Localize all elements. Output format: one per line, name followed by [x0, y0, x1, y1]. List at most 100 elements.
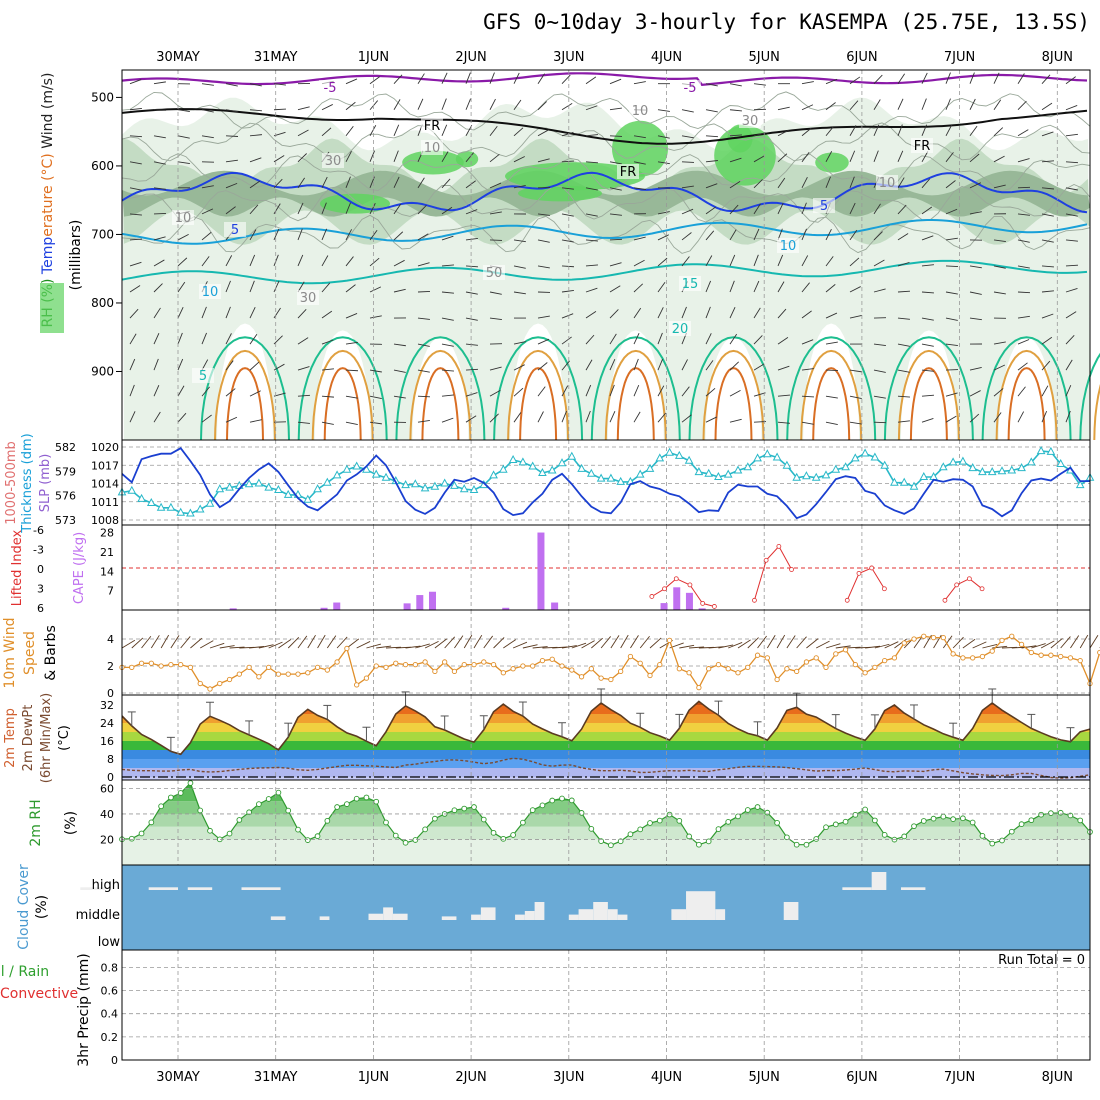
contour-label: 30 — [300, 291, 317, 306]
wind-barb — [609, 285, 621, 293]
wind-barb — [177, 332, 183, 345]
wind-barb — [921, 235, 934, 241]
wind-barb — [441, 317, 454, 321]
wind-barb — [849, 150, 856, 162]
contour-label: 10 — [879, 176, 896, 191]
wind-barb — [537, 315, 550, 319]
thickness-point — [430, 481, 440, 490]
wind-speed-point — [627, 653, 634, 660]
wind-barb — [633, 81, 646, 85]
wind-barb — [897, 177, 905, 189]
wind-barb — [129, 107, 142, 111]
rh-point — [490, 829, 497, 836]
wind-speed-point — [432, 668, 438, 675]
wind-tick-label: 4 — [107, 633, 114, 646]
wind-barb — [945, 180, 956, 189]
wind-speed-point — [1067, 655, 1074, 661]
wind-barb — [873, 288, 886, 293]
wind-speed-point — [539, 657, 546, 664]
wind-barb — [849, 257, 860, 267]
wind-barb — [561, 336, 572, 345]
lifted-index-point — [844, 597, 850, 603]
rh-point — [774, 820, 780, 826]
wind-barb — [1017, 411, 1025, 423]
rh-point — [744, 807, 751, 813]
wind-barb — [225, 83, 238, 87]
contour-label-bg — [199, 284, 221, 299]
rh-point — [901, 833, 908, 840]
wind-barb — [441, 235, 454, 241]
wind-speed-point — [373, 663, 379, 669]
wind-barb — [816, 640, 830, 649]
wind-barb — [376, 645, 392, 649]
wind-barb — [561, 410, 567, 423]
wind-barb — [1017, 315, 1030, 319]
wind-speed-point — [1038, 652, 1044, 658]
wind-barb — [585, 105, 598, 111]
surface-isotherm — [519, 367, 558, 441]
surface-isotherm — [995, 349, 1058, 441]
wind-barb — [1065, 264, 1079, 267]
wind-barb — [921, 394, 934, 397]
wind-barb — [489, 72, 495, 84]
wind-barb — [129, 384, 135, 397]
thickness-point — [1056, 458, 1066, 467]
lifted-index-point — [687, 582, 693, 588]
wind-barb — [633, 135, 646, 139]
wind-barb — [993, 99, 1002, 110]
wind-barb — [945, 72, 951, 84]
rh-point — [529, 807, 536, 813]
wind-barb — [681, 185, 694, 189]
wind-barb — [1017, 213, 1030, 216]
thickness-point — [792, 472, 802, 481]
wind-barb — [369, 369, 382, 373]
wind-speed-point — [647, 672, 653, 679]
wind-barb — [249, 307, 256, 319]
wind-barb — [585, 310, 597, 319]
wind-barb — [633, 307, 642, 319]
thickness-point — [352, 461, 362, 470]
rh-point — [1048, 810, 1054, 817]
wind-barb — [753, 363, 765, 371]
wind-barb — [921, 418, 934, 423]
wind-barb — [1065, 359, 1073, 371]
wind-barb — [180, 636, 191, 649]
surface-isotherm — [812, 367, 851, 441]
thickness-point — [205, 498, 215, 507]
wind-barb — [1065, 288, 1078, 293]
wind-barb — [537, 362, 548, 371]
wind-speed-point — [706, 666, 712, 672]
wind-speed-point — [950, 651, 956, 657]
wind-barb — [633, 259, 645, 267]
rh-point — [353, 795, 360, 802]
thickness-tick-label: 582 — [55, 441, 76, 454]
wind-barb — [489, 153, 500, 163]
wind-barb — [585, 384, 592, 397]
wind-barb — [969, 182, 982, 189]
rh-point — [510, 832, 516, 838]
rh-point — [666, 811, 673, 818]
date-label-bottom: 1JUN — [358, 1070, 389, 1085]
thickness-point — [596, 473, 606, 482]
wind-barb — [705, 109, 718, 113]
wind-barb — [777, 336, 789, 345]
thickness-point — [782, 460, 792, 469]
wind-barb — [801, 176, 808, 189]
wind-barb — [417, 205, 427, 215]
surface-isotherm — [702, 349, 765, 441]
wind-barb — [393, 150, 399, 162]
wind-barb — [825, 78, 838, 85]
wind-speed-point — [197, 680, 203, 687]
wind-barb — [630, 635, 639, 649]
thickness-point — [694, 467, 704, 476]
wind-barb — [705, 280, 712, 293]
wind-barb — [561, 313, 574, 319]
thickness-point — [274, 484, 283, 493]
wind-barb — [297, 421, 310, 424]
wind-barb — [705, 160, 718, 163]
wind-barb — [1060, 636, 1071, 649]
date-label-bottom: 8JUN — [1042, 1070, 1073, 1085]
thickness-point — [303, 494, 313, 503]
precip-panel — [121, 949, 1091, 1061]
dewpoint-ylabel: 2m DewPt — [21, 705, 36, 772]
